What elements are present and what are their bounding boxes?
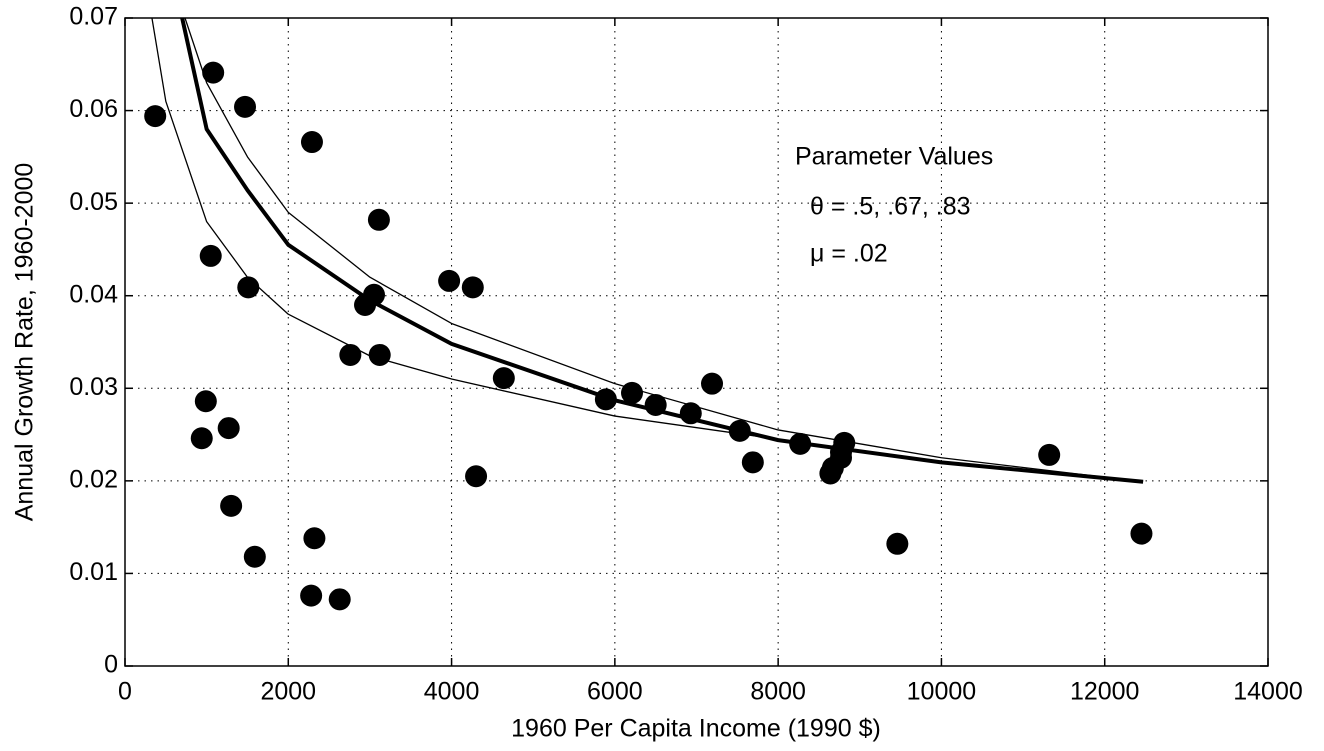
data-point <box>438 269 461 292</box>
x-tick-label: 6000 <box>587 678 643 706</box>
data-point <box>1130 522 1153 545</box>
curve <box>184 18 1144 483</box>
data-point <box>461 276 484 299</box>
data-point <box>328 588 351 611</box>
data-point <box>886 532 909 555</box>
data-point <box>190 427 213 450</box>
data-point <box>144 105 167 128</box>
data-point <box>300 584 323 607</box>
data-point <box>367 208 390 231</box>
data-point <box>492 367 515 390</box>
plot-frame <box>124 17 1269 667</box>
curve <box>180 18 1144 484</box>
data-point <box>202 61 225 84</box>
data-point <box>300 131 323 154</box>
x-tick-label: 10000 <box>907 678 977 706</box>
x-tick-label: 2000 <box>260 678 316 706</box>
x-axis-label: 1960 Per Capita Income (1990 $) <box>511 715 881 743</box>
y-tick-label: 0 <box>104 651 118 679</box>
data-point <box>1038 443 1061 466</box>
x-tick-label: 12000 <box>1070 678 1140 706</box>
y-tick-label: 0.07 <box>69 3 118 31</box>
data-point <box>741 451 764 474</box>
data-point <box>234 95 257 118</box>
y-tick-label: 0.01 <box>69 558 118 586</box>
data-point <box>237 276 260 299</box>
y-tick-label: 0.02 <box>69 465 118 493</box>
x-tick-label: 0 <box>118 678 132 706</box>
y-tick-label: 0.05 <box>69 188 118 216</box>
annotation: Parameter Values <box>795 143 993 171</box>
data-point <box>199 244 222 267</box>
data-point <box>830 441 853 464</box>
y-tick-label: 0.03 <box>69 373 118 401</box>
x-tick-label: 14000 <box>1233 678 1303 706</box>
annotation: μ = .02 <box>810 240 888 268</box>
data-point <box>701 372 724 395</box>
data-point <box>217 417 240 440</box>
y-tick-label: 0.04 <box>69 280 118 308</box>
data-point <box>220 494 243 517</box>
y-axis-label: Annual Growth Rate, 1960-2000 <box>11 163 39 522</box>
x-tick-label: 8000 <box>750 678 806 706</box>
curve <box>151 18 1144 482</box>
annotation: θ = .5, .67, .83 <box>810 193 971 221</box>
data-point <box>368 343 391 366</box>
y-tick-label: 0.06 <box>69 95 118 123</box>
data-point <box>243 545 266 568</box>
data-point <box>194 390 217 413</box>
data-point <box>465 465 488 488</box>
x-tick-label: 4000 <box>424 678 480 706</box>
data-point <box>303 527 326 550</box>
data-point <box>339 343 362 366</box>
